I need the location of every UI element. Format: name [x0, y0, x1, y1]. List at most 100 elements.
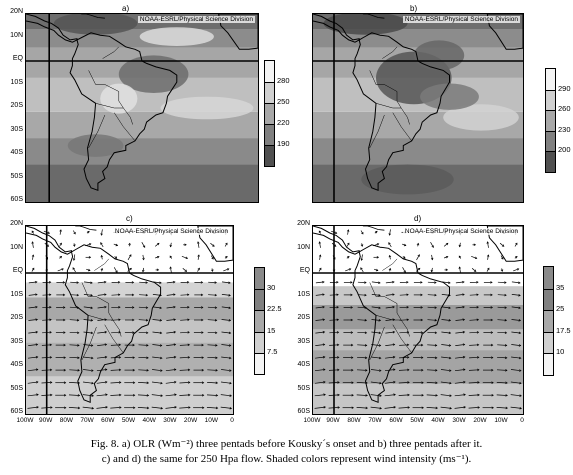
x-tick-label: 50W — [121, 417, 136, 424]
colorbar-b — [545, 68, 556, 173]
y-tick-label: EQ — [12, 267, 23, 274]
x-tick-label: 70W — [368, 417, 382, 424]
colorbar-segment — [255, 289, 264, 311]
y-tick-label: 60S — [10, 196, 23, 203]
map-c: NOAA-ESRL/Physical Science Division — [25, 225, 234, 415]
y-tick-label: 60S — [297, 408, 310, 415]
x-tick-label: 90W — [39, 417, 53, 424]
y-tick-label: 50S — [297, 384, 310, 392]
y-tick-label: 30S — [10, 125, 23, 133]
y-tick-label: EQ — [299, 267, 310, 274]
map-d: NOAA-ESRL/Physical Science Division — [312, 225, 524, 415]
colorbar-label: 260 — [558, 104, 571, 114]
y-tick-label: EQ — [12, 55, 23, 62]
x-tick-label: 20W — [473, 417, 487, 424]
coastline — [26, 226, 233, 404]
y-tick-label: 40S — [10, 361, 23, 368]
x-tick-label: 100W — [303, 417, 321, 424]
colorbar-label: 200 — [558, 145, 571, 155]
colorbar-label: 7.5 — [267, 346, 278, 356]
colorbar-segment — [265, 124, 274, 145]
y-tick-label: 20N — [10, 220, 23, 227]
y-tick-label: 10N — [297, 243, 310, 251]
x-tick-label: 10W — [494, 417, 508, 424]
coastline — [26, 14, 258, 192]
map-b-svg — [313, 14, 523, 202]
x-tick-label: 40W — [431, 417, 445, 424]
panel-label-a: a) — [122, 4, 130, 13]
colorbar-segment — [546, 110, 555, 131]
colorbar-label: 10 — [556, 347, 565, 357]
colorbar-segment — [255, 331, 264, 353]
colorbar-label: 25 — [556, 304, 565, 314]
colorbar-label: 22.5 — [267, 304, 282, 314]
x-tick-label: 80W — [347, 417, 361, 424]
colorbar-segment — [546, 69, 555, 90]
colorbar-a — [264, 60, 275, 167]
map-a: NOAA-ESRL/Physical Science Division — [25, 13, 259, 203]
y-tick-label: 50S — [10, 384, 23, 392]
figure-caption-line-2: c) and d) the same for 250 Hpa flow. Sha… — [101, 453, 472, 465]
x-tick-label: 30W — [452, 417, 466, 424]
y-tick-label: 60S — [10, 408, 23, 415]
colorbar-segment — [544, 267, 553, 289]
colorbar-label: 250 — [277, 97, 290, 106]
colorbar-segment — [265, 145, 274, 166]
x-tick-label: 70W — [80, 417, 94, 424]
y-tick-label: 40S — [10, 149, 23, 156]
x-tick-label: 50W — [410, 417, 424, 424]
colorbar-label: 35 — [556, 282, 565, 292]
wind-vectors — [27, 229, 233, 410]
colorbar-segment — [544, 288, 553, 311]
colorbar-segment — [265, 82, 274, 103]
credit-a: NOAA-ESRL/Physical Science Division — [137, 16, 255, 23]
colorbar-segment — [544, 353, 553, 375]
colorbar-segment — [546, 151, 555, 172]
x-tick-label: 0 — [230, 417, 234, 424]
y-tick-label: 30S — [10, 337, 23, 345]
map-b: NOAA-ESRL/Physical Science Division — [312, 13, 524, 203]
colorbar-segment — [546, 130, 555, 152]
colorbar-label: 290 — [558, 83, 571, 93]
colorbar-segment — [546, 89, 555, 111]
y-tick-label: 10N — [10, 243, 23, 251]
y-tick-label: 30S — [297, 337, 310, 345]
x-tick-label: 40W — [142, 417, 156, 424]
coastline — [313, 14, 523, 192]
x-tick-label: 100W — [16, 417, 34, 424]
map-c-svg — [26, 226, 233, 414]
y-tick-label: 20S — [10, 102, 23, 109]
x-tick-label: 60W — [389, 417, 403, 424]
y-tick-label: 10S — [10, 290, 23, 298]
y-tick-label: 10S — [10, 78, 23, 86]
credit-d: NOAA-ESRL/Physical Science Division — [402, 228, 520, 235]
colorbar-segment — [265, 103, 274, 124]
colorbar-label: 30 — [267, 283, 276, 293]
x-tick-label: 0 — [520, 417, 524, 424]
panel-label-d: d) — [414, 214, 422, 223]
colorbar-c — [254, 267, 265, 375]
colorbar-label: 190 — [277, 139, 290, 148]
y-tick-label: 20S — [10, 314, 23, 321]
colorbar-label: 15 — [267, 325, 276, 335]
colorbar-segment — [544, 331, 553, 354]
y-tick-label: 10S — [297, 290, 310, 298]
y-tick-label: 20N — [297, 220, 310, 227]
y-tick-label: 10N — [10, 31, 23, 39]
x-tick-label: 10W — [204, 417, 218, 424]
colorbar-segment — [255, 310, 264, 332]
credit-c: NOAA-ESRL/Physical Science Division — [112, 228, 230, 235]
x-tick-label: 80W — [59, 417, 74, 424]
x-tick-label: 30W — [163, 417, 177, 424]
colorbar-segment — [255, 268, 264, 290]
y-tick-label: 40S — [297, 361, 310, 368]
map-a-svg — [26, 14, 258, 202]
colorbar-segment — [544, 310, 553, 332]
panel-label-b: b) — [410, 4, 418, 13]
colorbar-label: 230 — [558, 124, 571, 134]
panel-label-c: c) — [126, 214, 133, 223]
colorbar-label: 280 — [277, 76, 290, 85]
x-tick-label: 90W — [326, 417, 340, 424]
y-tick-label: 20S — [297, 314, 310, 321]
colorbar-label: 17.5 — [556, 325, 571, 335]
